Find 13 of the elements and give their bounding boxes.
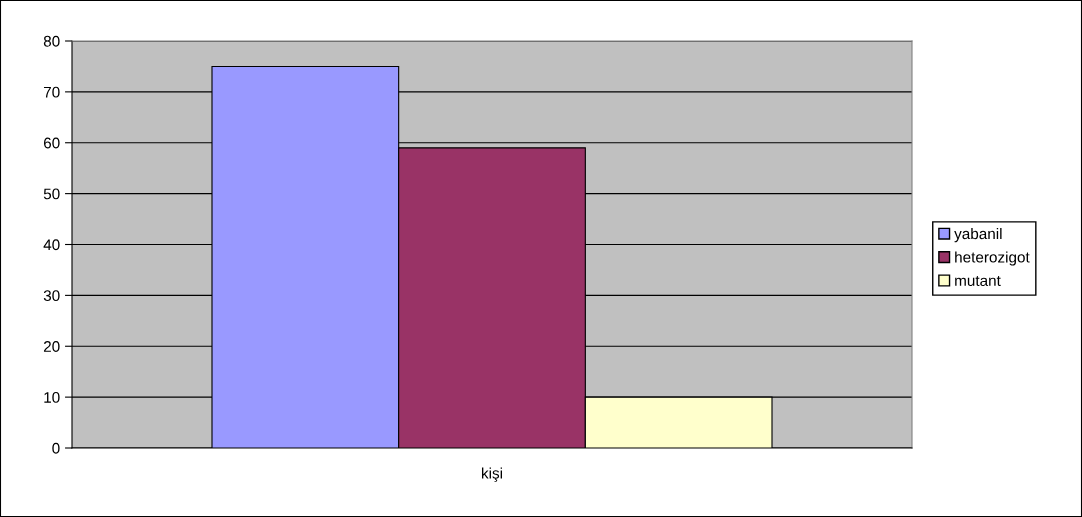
legend-label: mutant bbox=[955, 275, 1001, 287]
y-tick-label: 10 bbox=[44, 391, 60, 403]
x-tick-label: kişi bbox=[482, 467, 502, 482]
y-tick-label: 20 bbox=[43, 341, 60, 352]
y-tick-label: 60 bbox=[43, 137, 60, 149]
y-tick-label: 0 bbox=[52, 442, 60, 454]
y-tick-label: 70 bbox=[43, 86, 60, 98]
y-tick-label: 40 bbox=[43, 239, 60, 251]
y-tick-label: 80 bbox=[43, 35, 60, 47]
legend-label: yabanil bbox=[954, 227, 1002, 243]
y-tick-label: 30 bbox=[43, 290, 60, 302]
legend-label: heterozigot bbox=[955, 251, 1030, 266]
y-tick-label: 50 bbox=[43, 188, 60, 200]
